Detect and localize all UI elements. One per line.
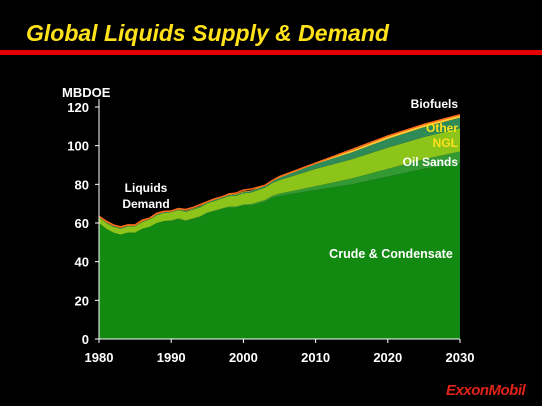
area-oil-sands xyxy=(99,151,460,235)
title-rule xyxy=(0,50,542,55)
annotation-liquids-line1: Liquids xyxy=(125,181,168,195)
area-ngl xyxy=(99,128,460,235)
y-tick-label-80: 80 xyxy=(75,177,89,192)
y-tick-label-0: 0 xyxy=(82,332,89,347)
x-tick-label-1990: 1990 xyxy=(157,350,186,365)
x-tick-label-2030: 2030 xyxy=(446,350,475,365)
slide-title: Global Liquids Supply & Demand xyxy=(26,20,389,46)
y-tick-label-120: 120 xyxy=(67,100,89,115)
annotation-ngl: NGL xyxy=(433,136,458,150)
annotation-liquids-line2: Demand xyxy=(122,197,169,211)
y-axis-label: MBDOE xyxy=(62,85,111,100)
y-tick-label-20: 20 xyxy=(75,293,89,308)
x-tick-label-1980: 1980 xyxy=(85,350,114,365)
annotations-layer: Liquids Demand Crude & Condensate Oil Sa… xyxy=(122,97,458,261)
annotation-crude: Crude & Condensate xyxy=(329,247,453,261)
area-biofuels xyxy=(99,114,460,229)
exxonmobil-logo: ExxonMobil xyxy=(446,382,526,399)
area-crude-condensate xyxy=(99,163,460,339)
x-tick-label-2020: 2020 xyxy=(373,350,402,365)
x-tick-label-2000: 2000 xyxy=(229,350,258,365)
annotation-oil-sands: Oil Sands xyxy=(403,155,459,169)
x-tick-label-2010: 2010 xyxy=(301,350,330,365)
axes-layer: 0 20 40 60 80 100 120 1980 1990 2000 2010 2020 2030 xyxy=(67,99,474,365)
area-layer xyxy=(98,114,461,339)
y-tick-label-60: 60 xyxy=(75,216,89,231)
annotation-biofuels: Biofuels xyxy=(411,97,459,111)
annotation-other: Other xyxy=(426,121,458,135)
liquids-demand-line xyxy=(98,114,461,228)
y-tick-label-40: 40 xyxy=(75,255,89,270)
area-other xyxy=(99,117,460,229)
y-tick-label-100: 100 xyxy=(67,139,89,154)
